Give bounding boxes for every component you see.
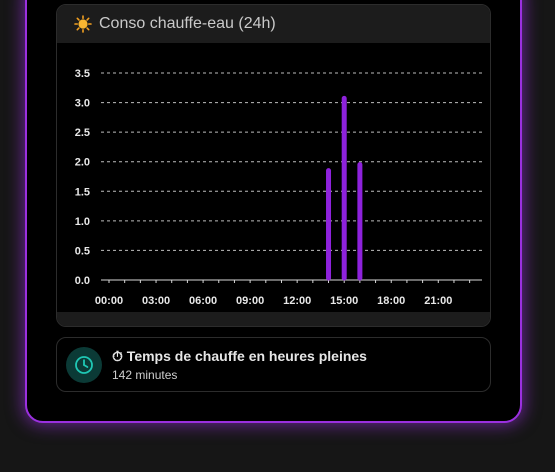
consumption-bar-chart: 0.0 0.5 1.0 1.5 2.0 2.5 3.0 3.5 00:00 03:00 06:00 0… — [75, 68, 482, 307]
x-tick-label: 12:00 — [283, 295, 311, 307]
sun-icon — [74, 15, 92, 33]
y-tick-label: 1.0 — [75, 216, 90, 228]
y-tick-label: 2.5 — [75, 127, 90, 139]
water-heater-consumption-card[interactable]: Conso chauffe-eau (24h) 0.0 0.5 1.0 1.5 2.0 2… — [56, 4, 491, 327]
x-tick-label: 18:00 — [377, 295, 405, 307]
y-tick-label: 2.0 — [75, 157, 90, 169]
heating-time-title: ⏱ Temps de chauffe en heures pleines — [112, 348, 367, 364]
clock-badge — [66, 347, 102, 383]
x-tick-label: 06:00 — [189, 295, 217, 307]
y-tick-label: 1.5 — [75, 186, 90, 198]
x-tick-label: 21:00 — [424, 295, 452, 307]
y-tick-label: 0.5 — [75, 245, 90, 257]
x-tick-label: 15:00 — [330, 295, 358, 307]
y-tick-label: 3.0 — [75, 98, 90, 110]
x-tick-label: 09:00 — [236, 295, 264, 307]
y-tick-label: 3.5 — [75, 68, 90, 80]
clock-icon — [75, 356, 93, 374]
y-tick-label: 0.0 — [75, 275, 90, 287]
x-tick-label: 00:00 — [95, 295, 123, 307]
card-title: Conso chauffe-eau (24h) — [99, 15, 276, 32]
heating-time-card[interactable]: ⏱ Temps de chauffe en heures pleines 142… — [56, 337, 491, 392]
card-header: Conso chauffe-eau (24h) — [57, 5, 490, 43]
card-footer — [57, 312, 490, 326]
x-tick-label: 03:00 — [142, 295, 170, 307]
heating-time-value: 142 minutes — [112, 368, 178, 382]
